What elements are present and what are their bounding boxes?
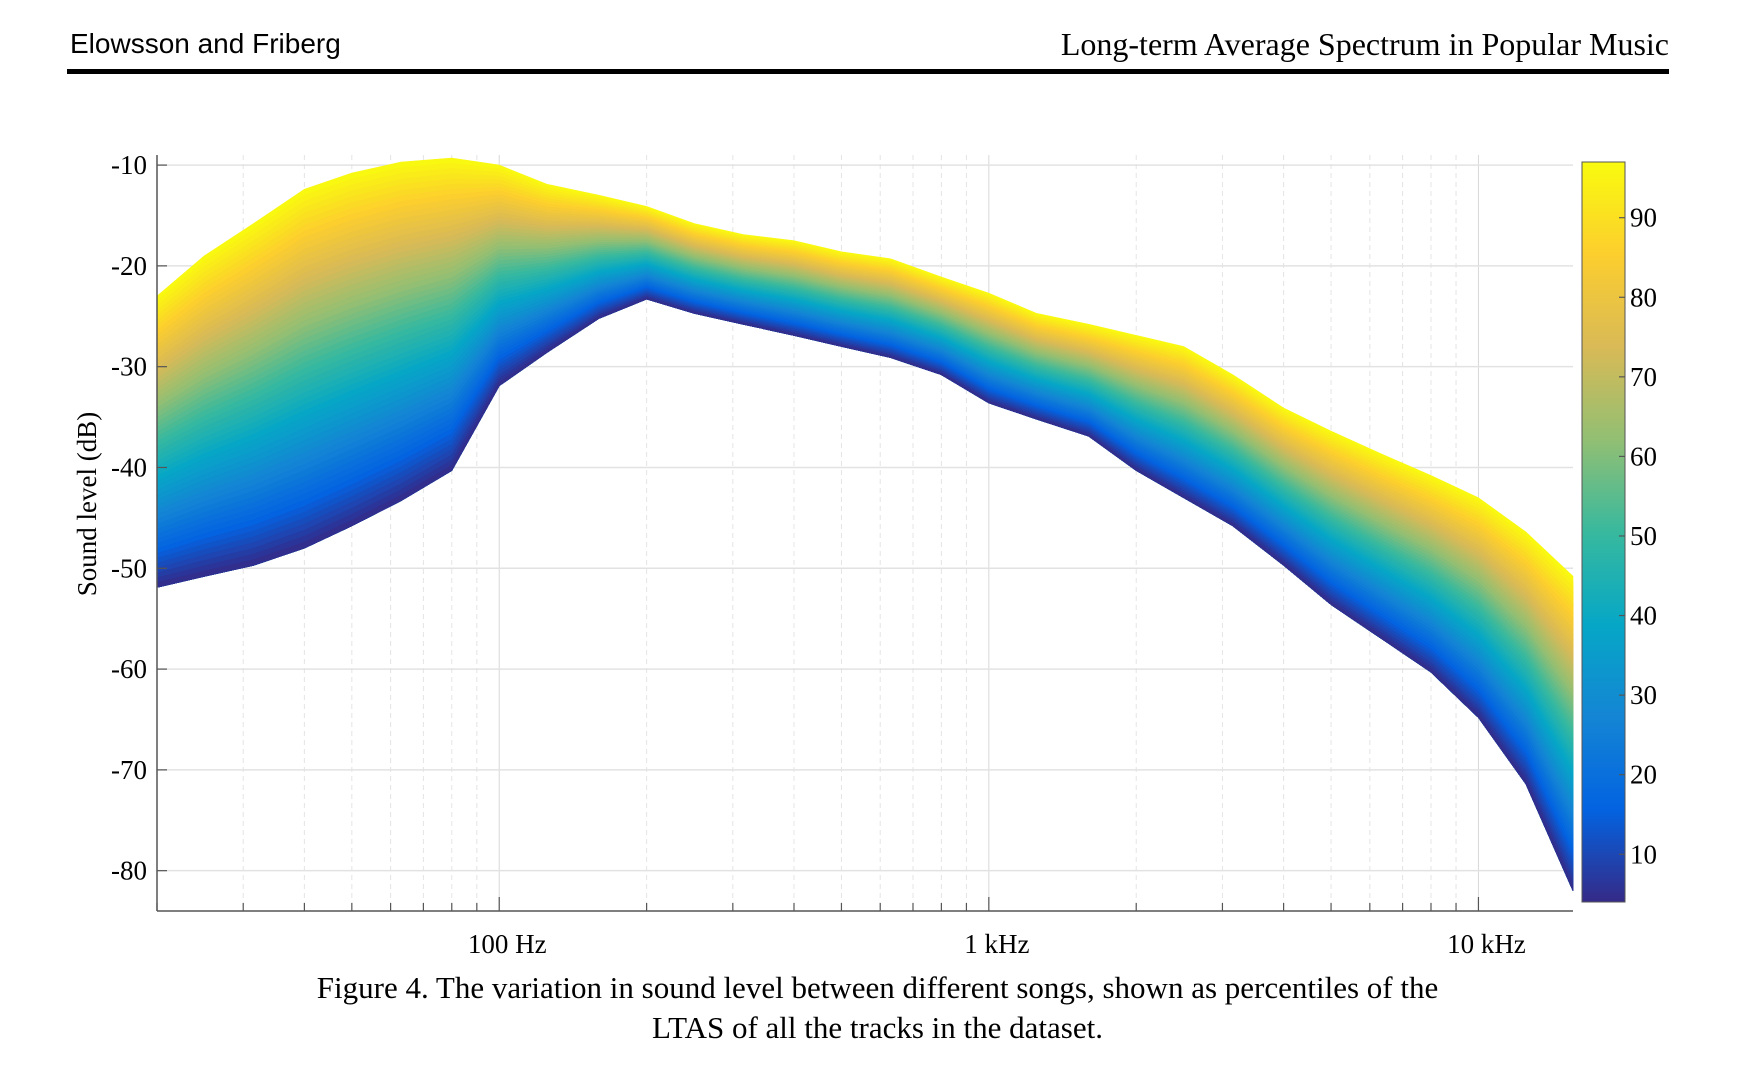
- running-header-title: Long-term Average Spectrum in Popular Mu…: [1060, 26, 1669, 62]
- colorbar-tick-label: 50: [1630, 521, 1657, 551]
- caption-line-1: Figure 4. The variation in sound level b…: [316, 970, 1439, 1005]
- y-tick-label: -40: [111, 452, 147, 482]
- y-tick-label: -50: [111, 553, 147, 583]
- y-tick-label: -30: [111, 352, 147, 382]
- colorbar-tick-label: 10: [1630, 839, 1657, 869]
- x-tick-label: 10 kHz: [1447, 929, 1526, 959]
- x-tick-label: 1 kHz: [964, 929, 1029, 959]
- colorbar-tick-label: 70: [1630, 362, 1657, 392]
- colorbar-gradient: [1581, 161, 1626, 903]
- y-tick-label: -20: [111, 251, 147, 281]
- caption-line-2: LTAS of all the tracks in the dataset.: [652, 1010, 1103, 1045]
- running-header-authors: Elowsson and Friberg: [70, 28, 341, 59]
- axes: -10 -20 -30 -40 -50 -60 -70 -80 100 Hz 1 kHz 10 kH…: [111, 150, 1573, 959]
- percentile-band: [156, 297, 1574, 891]
- colorbar-tick-label: 20: [1630, 760, 1657, 790]
- y-tick-label: -80: [111, 856, 147, 886]
- colorbar-tick-label: 40: [1630, 601, 1657, 631]
- colorbar-tick-label: 90: [1630, 203, 1657, 233]
- colorbar-tick-label: 80: [1630, 282, 1657, 312]
- y-axis-label: Sound level (dB): [72, 412, 102, 596]
- y-tick-label: -60: [111, 654, 147, 684]
- colorbar-tick-label: 60: [1630, 441, 1657, 471]
- percentile-bands: [156, 157, 1574, 891]
- x-tick-label: 100 Hz: [468, 929, 547, 959]
- figure-caption: Figure 4. The variation in sound level b…: [0, 968, 1755, 1048]
- colorbar: 10 20 30 40 50 60 70 80 90: [1581, 161, 1657, 903]
- colorbar-tick-label: 30: [1630, 680, 1657, 710]
- y-tick-label: -10: [111, 150, 147, 180]
- header-rule: [67, 69, 1669, 74]
- y-tick-label: -70: [111, 755, 147, 785]
